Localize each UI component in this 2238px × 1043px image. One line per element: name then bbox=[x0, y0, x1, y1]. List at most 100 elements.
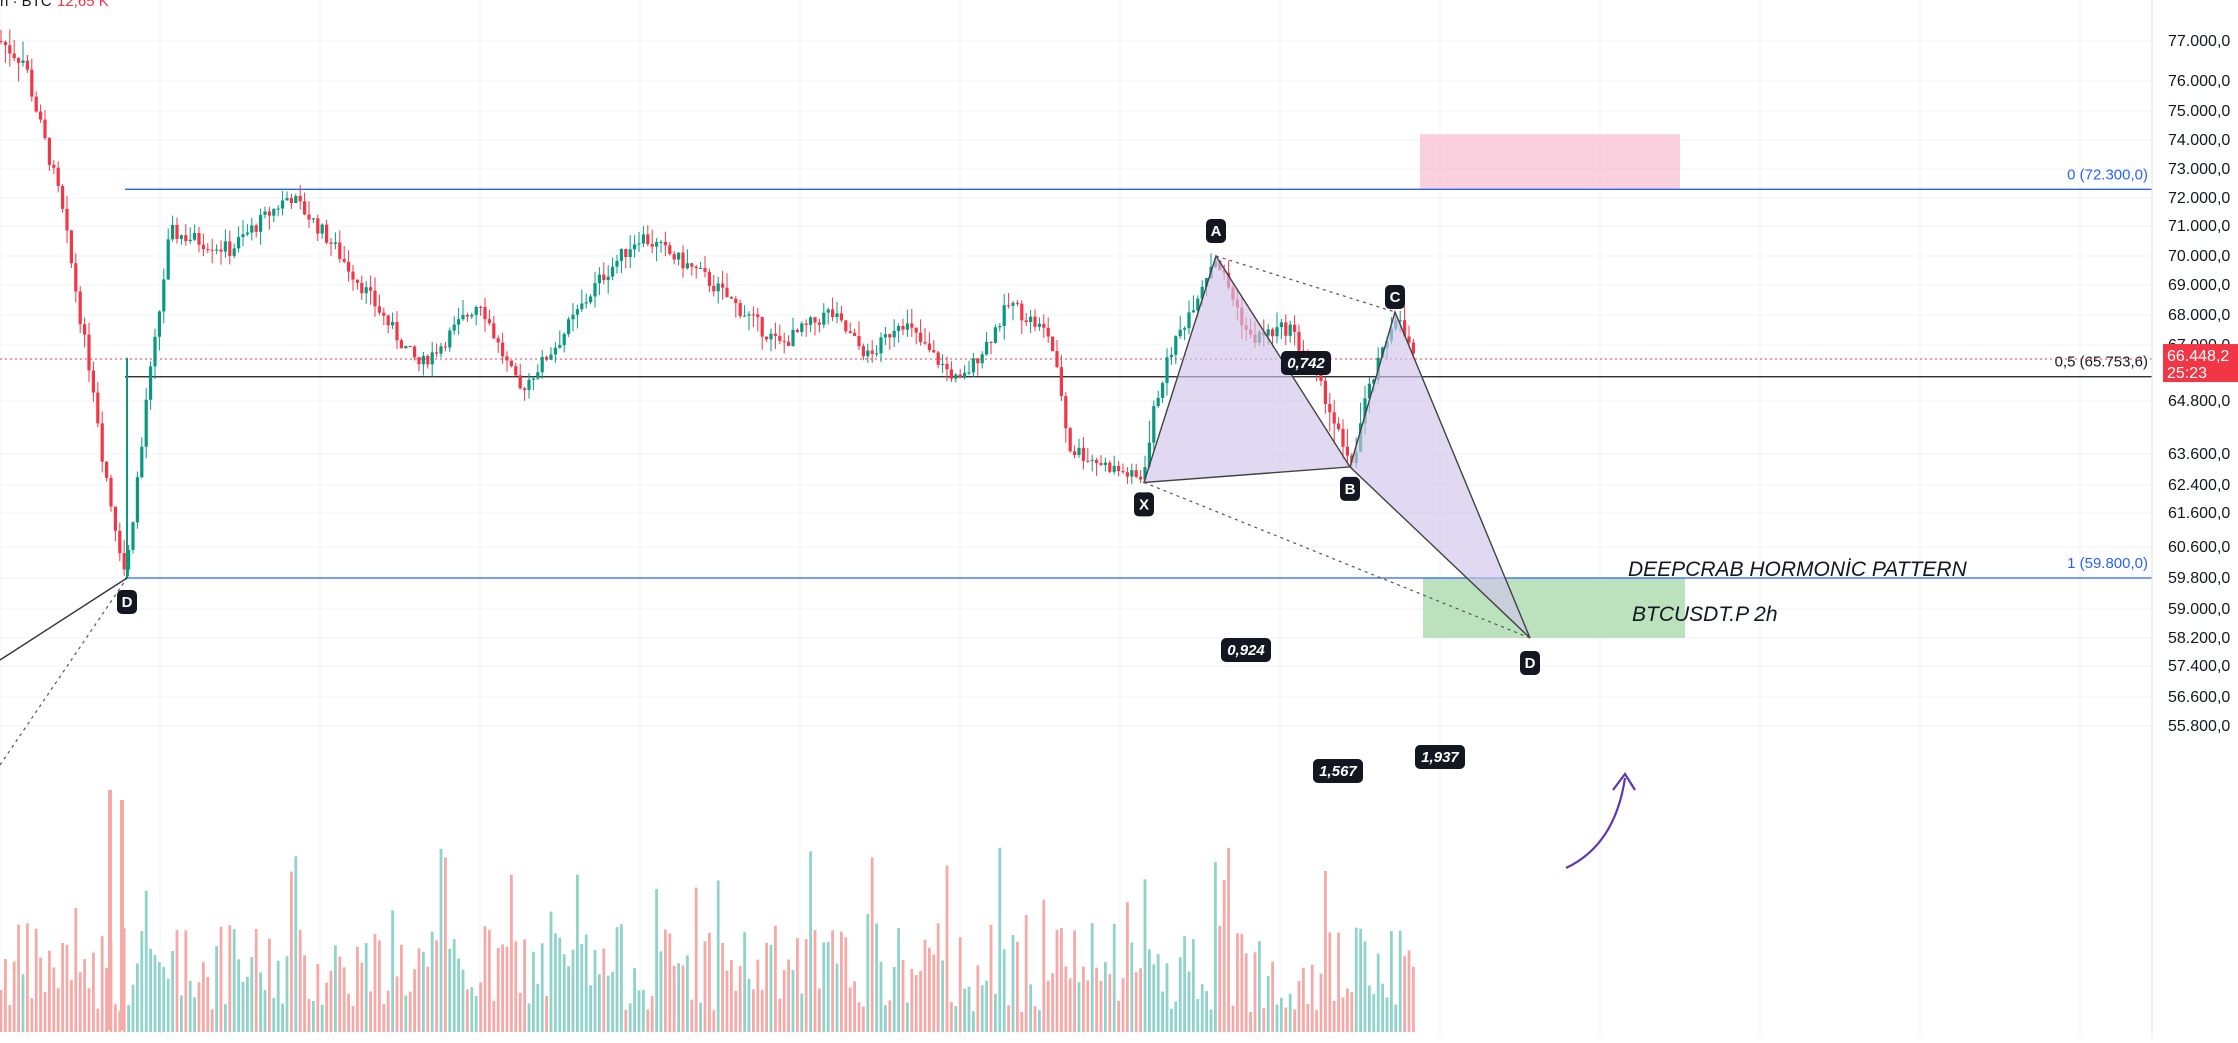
candle-body bbox=[325, 224, 329, 243]
candle-body bbox=[725, 287, 729, 298]
volume-bar bbox=[334, 945, 337, 1032]
candle-body bbox=[52, 164, 56, 168]
candle-body bbox=[932, 350, 936, 353]
candle-body bbox=[289, 198, 293, 203]
volume-bar bbox=[100, 936, 104, 1032]
candle-body bbox=[584, 302, 588, 304]
candle-body bbox=[1086, 460, 1090, 462]
candle-body bbox=[144, 399, 148, 447]
volume-bar bbox=[364, 943, 368, 1032]
volume-bar bbox=[848, 987, 852, 1032]
candle-body bbox=[1165, 357, 1169, 384]
volume-bar bbox=[958, 937, 962, 1032]
volume-bar bbox=[906, 1002, 909, 1032]
candle-body bbox=[140, 446, 144, 478]
candle-body bbox=[127, 549, 131, 570]
volume-bar bbox=[1297, 980, 1301, 1032]
candle-body bbox=[479, 306, 483, 308]
volume-bar bbox=[664, 929, 667, 1032]
candle-body bbox=[1046, 327, 1050, 337]
volume-bar bbox=[650, 996, 654, 1032]
volume-bar bbox=[250, 957, 254, 1032]
volume-bar bbox=[1288, 993, 1292, 1032]
volume-bar bbox=[941, 960, 944, 1032]
candle-body bbox=[910, 323, 914, 328]
candle-body bbox=[210, 249, 214, 251]
volume-bar bbox=[1218, 925, 1222, 1032]
candle-body bbox=[1319, 374, 1323, 381]
candle-body bbox=[91, 370, 95, 393]
volume-bar bbox=[1306, 1003, 1310, 1032]
volume-bar bbox=[765, 942, 768, 1032]
candle-body bbox=[531, 378, 535, 380]
volume-bar bbox=[1134, 972, 1138, 1032]
volume-bar bbox=[1275, 1004, 1279, 1032]
volume-bar bbox=[593, 949, 597, 1032]
volume-bar bbox=[61, 943, 64, 1032]
candle-body bbox=[1407, 336, 1411, 343]
candle-body bbox=[787, 341, 791, 346]
candle-body bbox=[100, 423, 104, 462]
volume-bar bbox=[140, 931, 144, 1032]
volume-bar bbox=[1046, 980, 1050, 1032]
volume-bar bbox=[1346, 988, 1349, 1032]
volume-bar bbox=[615, 927, 619, 1032]
volume-bar bbox=[734, 990, 738, 1032]
volume-bar bbox=[835, 963, 839, 1032]
candle-body bbox=[734, 298, 738, 304]
candle-body bbox=[1341, 428, 1345, 447]
volume-bar bbox=[1130, 942, 1134, 1032]
volume-bar bbox=[1029, 984, 1032, 1032]
volume-bar bbox=[945, 865, 949, 1032]
volume-bar bbox=[96, 1008, 100, 1032]
volume-bar bbox=[373, 933, 377, 1032]
point-label-b-text: B bbox=[1345, 481, 1356, 498]
candle-body bbox=[78, 291, 82, 325]
volume-bar bbox=[272, 997, 276, 1032]
candle-body bbox=[1103, 462, 1107, 465]
volume-bar bbox=[1086, 980, 1090, 1032]
candle-body bbox=[311, 218, 315, 220]
candle-body bbox=[624, 248, 628, 258]
volume-bar bbox=[153, 954, 157, 1032]
volume-bar bbox=[501, 944, 504, 1032]
volume-bar bbox=[976, 965, 980, 1032]
candle-body bbox=[927, 343, 931, 351]
price-tick-label: 71.000,0 bbox=[2168, 218, 2230, 235]
volume-bar bbox=[210, 1009, 214, 1032]
volume-bar bbox=[637, 990, 641, 1032]
volume-bar bbox=[1407, 950, 1411, 1032]
candle-body bbox=[1372, 379, 1376, 384]
volume-bar bbox=[232, 929, 236, 1032]
volume-bar bbox=[74, 907, 78, 1032]
volume-bar bbox=[1394, 1004, 1398, 1032]
volume-bar bbox=[114, 1004, 117, 1032]
volume-bar bbox=[30, 998, 34, 1032]
volume-bar bbox=[413, 969, 416, 1032]
volume-bar bbox=[1368, 985, 1371, 1032]
candle-body bbox=[1042, 323, 1046, 328]
candle-body bbox=[113, 506, 117, 531]
volume-bar bbox=[448, 948, 452, 1032]
candle-body bbox=[848, 331, 852, 333]
volume-bar bbox=[188, 981, 192, 1032]
volume-bar bbox=[760, 989, 764, 1032]
ratio-label-x-b-bg bbox=[1221, 638, 1271, 662]
volume-bar bbox=[241, 981, 245, 1032]
ratio-label-x-d: 1,567 bbox=[1313, 759, 1363, 783]
volume-bar bbox=[1302, 968, 1305, 1032]
candle-body bbox=[1112, 465, 1116, 472]
candle-body bbox=[875, 353, 879, 355]
candle-body bbox=[580, 303, 584, 310]
candle-body bbox=[30, 69, 34, 97]
price-tick-label: 59.000,0 bbox=[2168, 601, 2230, 618]
candle-body bbox=[778, 335, 782, 341]
volume-bar bbox=[1126, 902, 1129, 1032]
candle-body bbox=[567, 319, 571, 335]
candle-body bbox=[1015, 302, 1019, 304]
volume-bar bbox=[228, 925, 232, 1032]
point-label-d-text: D bbox=[1525, 655, 1536, 672]
candle-body bbox=[699, 267, 703, 269]
